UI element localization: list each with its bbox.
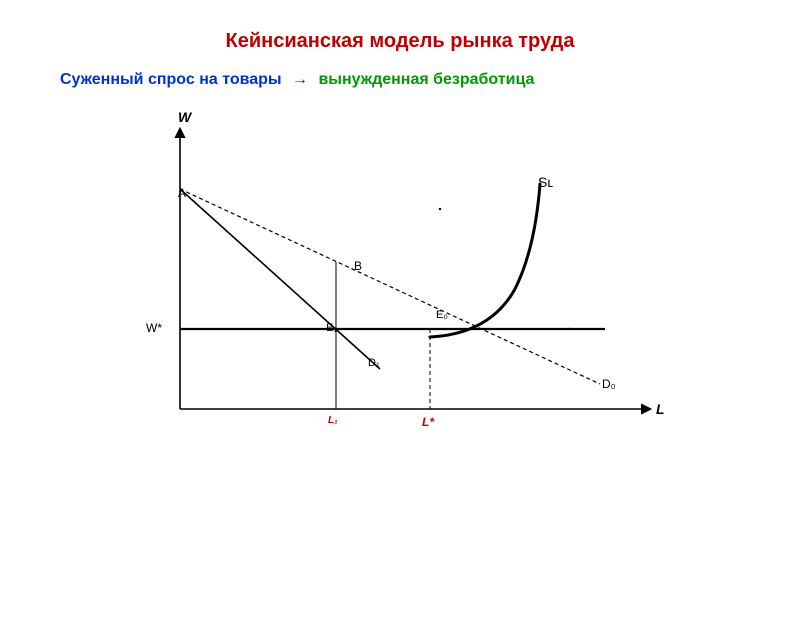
point-label-E1: E₁ [326,322,337,334]
d0-label: D₀ [602,377,616,391]
x-axis-label: L [656,401,665,417]
page-subtitle: Суженный спрос на товары → вынужденная б… [60,71,800,89]
w-star-label: W* [146,321,162,335]
arrow-icon: → [292,71,308,88]
x-tick-L*: L* [422,415,434,429]
page-title: Кейнсианская модель рынка труда [0,30,800,53]
labor-market-chart: W L W* D₀ D₁ Sʟ A B E₀ E₁ L₁ L* [120,109,680,469]
point-label-B: B [354,259,362,273]
point-label-A: A [178,186,186,200]
chart-svg [120,109,680,469]
point-label-E0: E₀ [436,309,448,321]
subtitle-part2: вынужденная безработица [318,71,534,88]
x-tick-L₁: L₁ [328,415,338,426]
subtitle-part1: Суженный спрос на товары [60,71,282,88]
sl-label: Sʟ [538,174,553,190]
d1-label: D₁ [368,357,380,369]
title-text: Кейнсианская модель рынка труда [226,30,575,52]
y-axis-label: W [178,109,191,125]
